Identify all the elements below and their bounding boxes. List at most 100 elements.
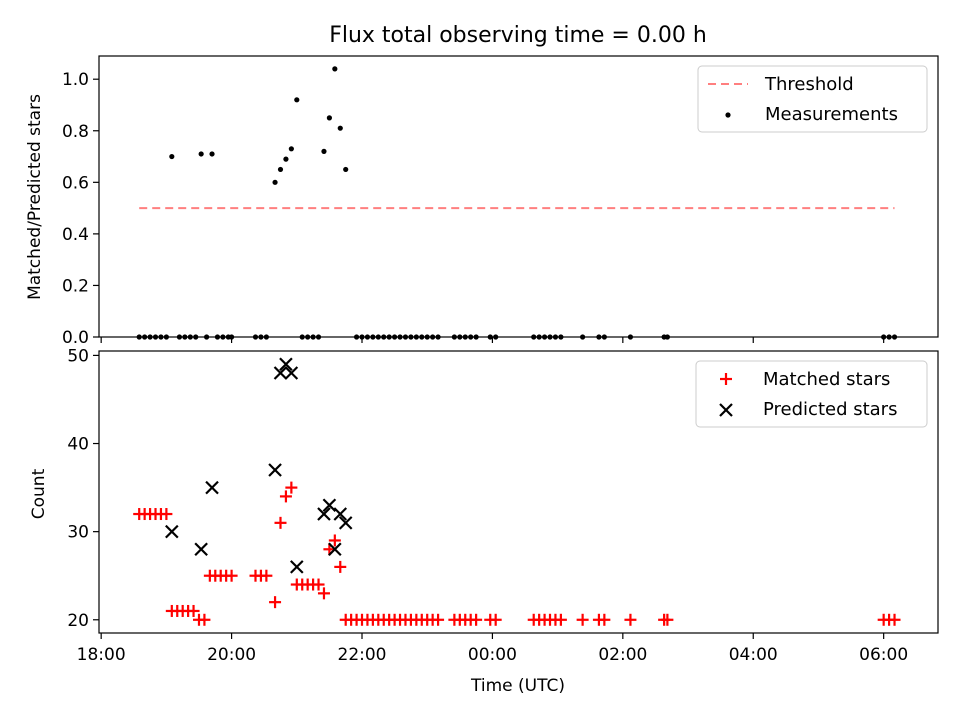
measurement-point: [580, 334, 586, 340]
matched-star-point: [334, 560, 347, 573]
bottom-x-axis-label: Time (UTC): [470, 676, 565, 696]
measurement-point: [596, 334, 602, 340]
measurement-point: [193, 334, 199, 340]
matched-star-point: [225, 569, 238, 582]
predicted-star-point-b: [322, 498, 337, 512]
predicted-star-point: [328, 542, 342, 557]
measurement-point: [408, 334, 414, 340]
bottom-y-tick-label: 50: [67, 346, 89, 366]
top-y-axis-label: Matched/Predicted stars: [25, 94, 45, 300]
predicted-star-point: [333, 507, 348, 521]
measurement-point: [402, 334, 409, 340]
bottom-x-tick-label: 02:00: [598, 645, 647, 665]
top-y-axis-ticks: 0.0 0.2 0.4 0.6 0.8 1.0: [62, 70, 99, 348]
matched-star-point: [279, 490, 292, 503]
predicted-star-point: [290, 560, 304, 574]
chart-title: Flux total observing time = 0.00 h: [329, 23, 707, 48]
predicted-stars-series: [165, 357, 353, 574]
matched-star-point: [260, 569, 273, 582]
measurement-point: [473, 334, 479, 340]
predicted-star-point: [205, 480, 219, 495]
measurement-point: [283, 156, 289, 162]
measurement-point: [419, 334, 425, 340]
measurement-point: [299, 334, 305, 340]
predicted-star-point: [317, 507, 331, 521]
threshold-legend-label: Threshold: [764, 74, 854, 95]
predicted-stars-legend-label: Predicted stars: [763, 399, 897, 420]
measurement-point: [430, 334, 436, 340]
predicted-star-point-b: [284, 366, 299, 380]
measurement-point: [370, 334, 376, 340]
predicted-star-point-b: [328, 542, 342, 557]
predicted-star-point: [194, 542, 208, 557]
measurement-point: [627, 334, 634, 340]
measurement-point: [891, 334, 898, 340]
matched-star-point: [285, 481, 298, 494]
predicted-star-point: [338, 516, 353, 530]
measurement-point: [397, 334, 403, 340]
bottom-legend: Matched stars Predicted stars: [695, 360, 928, 428]
measurement-point: [601, 334, 607, 340]
bottom-x-tick-label: 06:00: [859, 645, 908, 665]
predicted-star-point-b: [194, 542, 208, 557]
measurement-point: [315, 334, 322, 340]
predicted-star-point-b: [268, 463, 282, 477]
predicted-star-point: [165, 524, 179, 539]
measurement-point: [272, 179, 278, 185]
measurement-point: [881, 334, 887, 340]
measurement-point: [263, 334, 269, 340]
measurement-point: [288, 146, 294, 152]
predicted-star-point-b: [273, 366, 288, 380]
measurements-series: [136, 66, 898, 340]
predicted-star-point-b: [279, 357, 293, 371]
matched-star-point: [624, 613, 637, 626]
measurement-point: [364, 334, 371, 340]
measurement-point: [886, 334, 892, 340]
measurement-point: [462, 334, 468, 340]
bottom-x-axis-ticks: 18:00 20:00 22:00 00:00 02:00 04:00 06:00: [77, 633, 908, 665]
bottom-y-tick-label: 30: [67, 523, 89, 543]
measurement-point: [163, 334, 169, 340]
measurement-point: [277, 166, 284, 173]
predicted-stars-legend-swatch: [719, 403, 733, 417]
top-y-tick-label: 0.0: [62, 328, 89, 348]
measurement-point: [321, 148, 327, 154]
matched-star-point: [328, 534, 341, 547]
measurement-point: [558, 334, 564, 340]
predicted-star-point: [279, 357, 293, 371]
top-y-tick-label: 0.2: [62, 276, 89, 296]
measurement-point: [468, 334, 474, 340]
measurement-point: [136, 334, 142, 340]
measurement-point: [413, 334, 419, 340]
bottom-y-tick-label: 20: [67, 611, 89, 631]
top-y-tick-label: 0.4: [62, 225, 89, 245]
predicted-star-point: [284, 366, 299, 380]
predicted-star-point: [273, 366, 288, 380]
measurement-point: [182, 334, 188, 340]
measurements-legend-swatch: [725, 112, 731, 118]
top-panel: 0.0 0.2 0.4 0.6 0.8 1.0 Matched/Predicted sta…: [25, 55, 939, 348]
measurement-point: [332, 66, 338, 72]
predicted-star-point: [268, 463, 282, 477]
measurement-point: [337, 125, 343, 131]
predicted-star-point-b: [165, 524, 179, 539]
bottom-x-tick-label: 18:00: [77, 645, 126, 665]
predicted-star-point-b: [333, 507, 348, 521]
top-legend: Threshold Measurements: [697, 65, 928, 133]
measurement-point: [435, 334, 441, 340]
measurement-point: [359, 334, 365, 340]
predicted-star-point: [322, 498, 337, 512]
measurement-point: [451, 334, 457, 340]
measurement-point: [158, 334, 164, 340]
matched-star-point: [489, 613, 502, 626]
measurement-point: [531, 334, 537, 340]
measurement-point: [493, 334, 499, 340]
measurement-point: [305, 334, 311, 340]
matched-stars-series: [133, 481, 901, 626]
bottom-panel: 20 30 40 50 18:00 20:00 22:00 00:00 02:00 04:00 0…: [29, 346, 939, 696]
bottom-y-tick-label: 40: [67, 435, 89, 455]
matched-star-point: [187, 604, 200, 617]
measurement-point: [353, 334, 360, 340]
measurement-point: [343, 166, 349, 173]
matched-star-point: [198, 613, 211, 626]
